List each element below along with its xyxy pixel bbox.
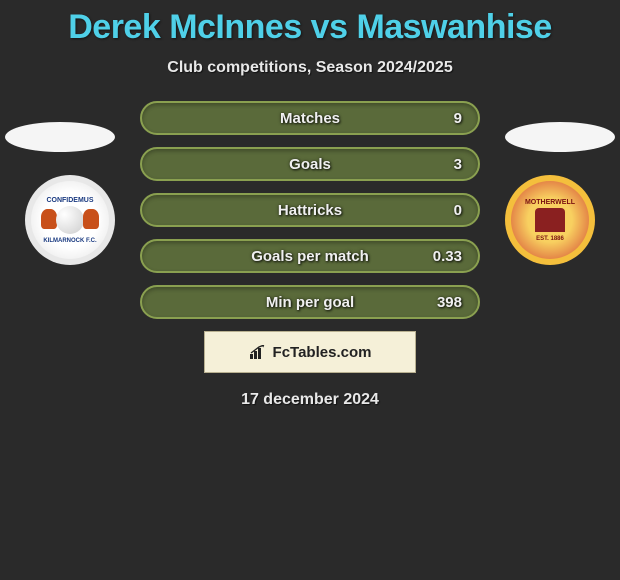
chart-icon <box>249 345 267 359</box>
badge-right-top-text: MOTHERWELL <box>525 199 575 206</box>
stat-bar-hattricks: Hattricks 0 <box>140 193 480 227</box>
page-title: Derek McInnes vs Maswanhise <box>0 0 620 47</box>
badge-left-top-text: CONFIDEMUS <box>46 197 93 204</box>
date-text: 17 december 2024 <box>0 391 620 409</box>
club-badge-right: MOTHERWELL EST. 1886 <box>505 175 595 265</box>
stat-bar-min-per-goal: Min per goal 398 <box>140 285 480 319</box>
badge-right-bottom-text: EST. 1886 <box>536 236 564 242</box>
stat-value: 0 <box>454 202 462 219</box>
stat-value: 3 <box>454 156 462 173</box>
subtitle: Club competitions, Season 2024/2025 <box>0 59 620 77</box>
stat-value: 398 <box>437 294 462 311</box>
stat-label: Min per goal <box>266 294 354 311</box>
stat-bar-goals-per-match: Goals per match 0.33 <box>140 239 480 273</box>
badge-left-bottom-text: KILMARNOCK F.C. <box>43 238 96 244</box>
stat-label: Goals per match <box>251 248 369 265</box>
player-photo-right <box>505 122 615 152</box>
branding-box[interactable]: FcTables.com <box>204 331 416 373</box>
stat-value: 0.33 <box>433 248 462 265</box>
branding-text: FcTables.com <box>273 344 372 361</box>
player-photo-left <box>5 122 115 152</box>
stats-container: Matches 9 Goals 3 Hattricks 0 Goals per … <box>140 101 480 319</box>
stat-label: Matches <box>280 110 340 127</box>
club-badge-left: CONFIDEMUS KILMARNOCK F.C. <box>25 175 115 265</box>
stat-label: Goals <box>289 156 331 173</box>
stat-value: 9 <box>454 110 462 127</box>
stat-label: Hattricks <box>278 202 342 219</box>
stat-bar-goals: Goals 3 <box>140 147 480 181</box>
stat-bar-matches: Matches 9 <box>140 101 480 135</box>
